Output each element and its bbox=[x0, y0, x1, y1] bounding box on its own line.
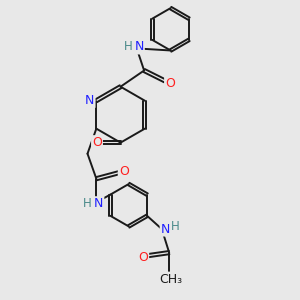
Text: H: H bbox=[82, 197, 91, 210]
Text: N: N bbox=[85, 94, 94, 107]
Text: H: H bbox=[171, 220, 179, 232]
Text: O: O bbox=[165, 77, 175, 90]
Text: N: N bbox=[160, 223, 170, 236]
Text: N: N bbox=[94, 197, 104, 210]
Text: CH₃: CH₃ bbox=[159, 273, 182, 286]
Text: H: H bbox=[124, 40, 133, 52]
Text: N: N bbox=[134, 40, 144, 53]
Text: O: O bbox=[138, 250, 148, 263]
Text: O: O bbox=[119, 165, 129, 178]
Text: O: O bbox=[92, 136, 102, 149]
